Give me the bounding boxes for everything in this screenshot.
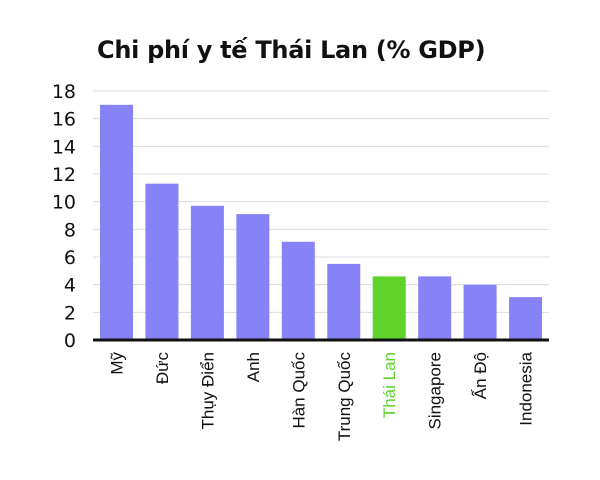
- x-tick-label: Singapore: [426, 352, 445, 430]
- x-tick-label: Indonesia: [517, 351, 536, 425]
- y-tick-label: 10: [52, 192, 76, 214]
- bar: [190, 205, 224, 340]
- y-tick-label: 2: [64, 302, 76, 324]
- x-tick-label: Mỹ: [108, 352, 127, 375]
- bar: [281, 241, 315, 340]
- bar: [463, 284, 497, 340]
- y-tick-label: 14: [52, 136, 76, 158]
- x-tick-label: Anh: [244, 352, 263, 382]
- bar: [372, 276, 406, 340]
- x-tick-label: Thái Lan: [380, 352, 399, 418]
- bar: [236, 214, 270, 340]
- y-tick-label: 4: [64, 275, 76, 297]
- y-tick-label: 16: [52, 109, 76, 131]
- bar: [418, 276, 452, 340]
- x-tick-label: Thụy Điển: [198, 352, 217, 429]
- bar: [100, 104, 133, 340]
- y-tick-label: 18: [52, 81, 76, 103]
- bar: [509, 297, 543, 340]
- y-tick-label: 8: [64, 219, 76, 241]
- y-tick-label: 6: [64, 247, 76, 269]
- bar: [327, 263, 361, 340]
- x-tick-label: Ấn Độ: [471, 352, 490, 399]
- y-tick-label: 12: [52, 164, 76, 186]
- bar: [145, 183, 179, 340]
- x-tick-label: Đức: [153, 352, 172, 385]
- x-tick-label: Trung Quốc: [335, 352, 354, 442]
- y-tick-label: 0: [64, 330, 76, 352]
- x-tick-label: Hàn Quốc: [289, 352, 308, 429]
- chart-title: Chi phí y tế Thái Lan (% GDP): [97, 36, 486, 64]
